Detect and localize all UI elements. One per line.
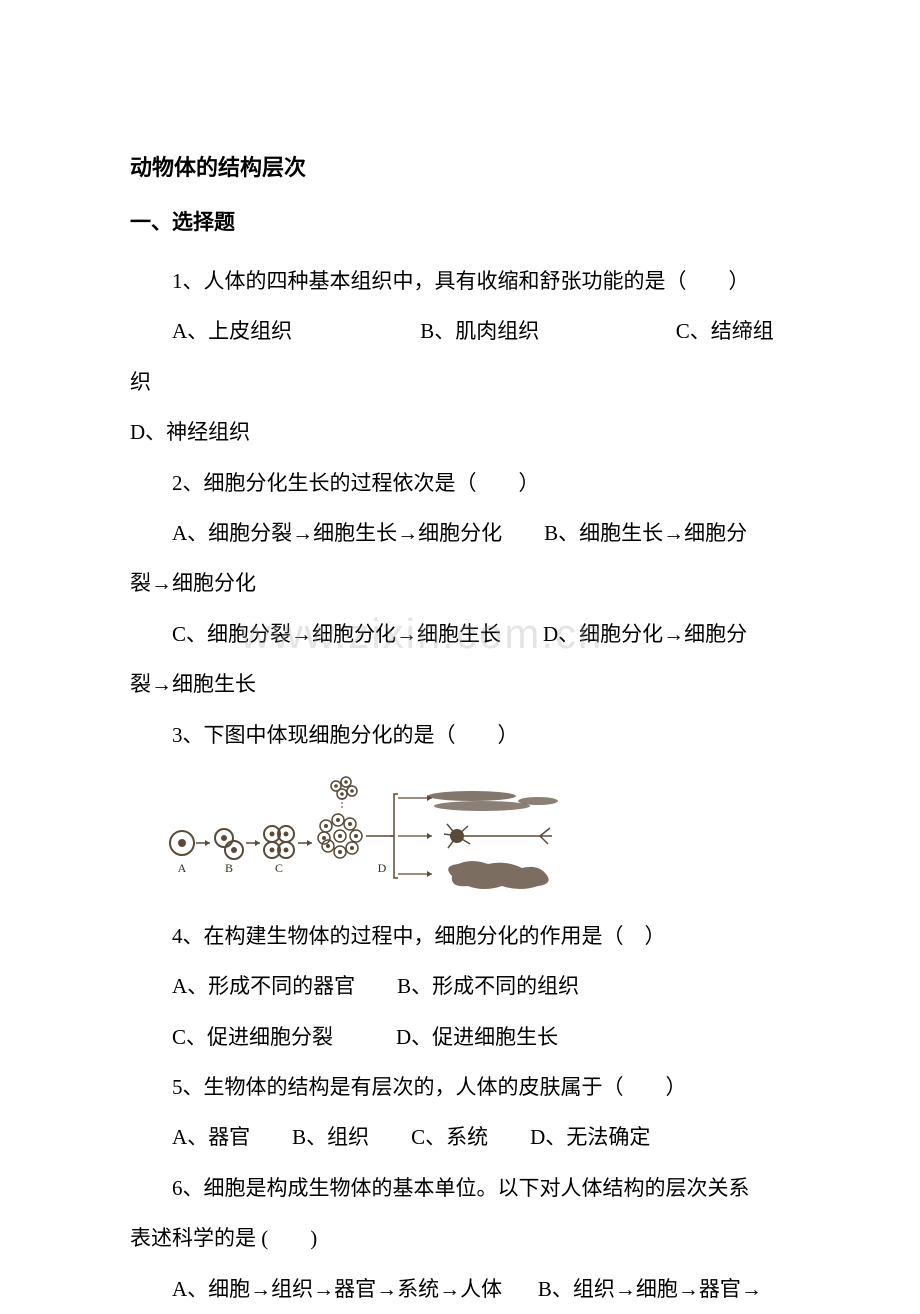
q2-opt-d-partial: D、细胞分化→细胞分 — [543, 622, 747, 646]
q1-opt-b: B、肌肉组织 — [420, 319, 539, 343]
q4-opts-row1: A、形成不同的器官 B、形成不同的组织 — [130, 961, 790, 1011]
q2-stem: 2、细胞分化生长的过程依次是（ ） — [130, 458, 790, 508]
q1-stem: 1、人体的四种基本组织中，具有收缩和舒张功能的是（ ） — [130, 256, 790, 306]
q6-stem-line2: 表述科学的是 ( ) — [130, 1213, 790, 1263]
q1-opt-d: D、神经组织 — [130, 407, 790, 457]
q6-stem-line1: 6、细胞是构成生物体的基本单位。以下对人体结构的层次关系 — [130, 1163, 790, 1213]
q2-row2: C、细胞分裂→细胞分化→细胞生长 D、细胞分化→细胞分 — [130, 609, 790, 659]
page-title: 动物体的结构层次 — [130, 150, 790, 182]
q3-stem: 3、下图中体现细胞分化的是（ ） — [130, 710, 790, 760]
q2-row2-wrap: 裂→细胞生长 — [130, 659, 790, 709]
q4-stem: 4、在构建生物体的过程中，细胞分化的作用是（ ） — [130, 911, 790, 961]
q2-opt-a: A、细胞分裂→细胞生长→细胞分化 — [172, 521, 502, 545]
q6-opts-row1: A、细胞→组织→器官→系统→人体 B、组织→细胞→器官→ — [130, 1264, 790, 1314]
svg-text:D: D — [378, 861, 387, 875]
q2-opt-b-partial: B、细胞生长→细胞分 — [544, 521, 747, 545]
svg-text:A: A — [178, 861, 187, 875]
q1-opts-row1: A、上皮组织 B、肌肉组织 C、结缔组织 — [130, 306, 790, 407]
q4-opts-row2: C、促进细胞分裂 D、促进细胞生长 — [130, 1012, 790, 1062]
svg-text:C: C — [275, 861, 283, 875]
q2-row1: A、细胞分裂→细胞生长→细胞分化 B、细胞生长→细胞分 — [130, 508, 790, 558]
q3-diagram: A B C — [162, 768, 790, 903]
q5-opts: A、器官 B、组织 C、系统 D、无法确定 — [130, 1112, 790, 1162]
svg-text:B: B — [225, 861, 233, 875]
q6-opt-a: A、细胞→组织→器官→系统→人体 — [172, 1277, 502, 1301]
q6-opt-b: B、组织→细胞→器官→ — [538, 1277, 762, 1301]
q5-stem: 5、生物体的结构是有层次的，人体的皮肤属于（ ） — [130, 1062, 790, 1112]
q2-row1-wrap: 裂→细胞分化 — [130, 558, 790, 608]
q1-opt-a: A、上皮组织 — [172, 319, 292, 343]
q2-opt-c: C、细胞分裂→细胞分化→细胞生长 — [172, 622, 501, 646]
section-heading: 一、选择题 — [130, 206, 790, 236]
